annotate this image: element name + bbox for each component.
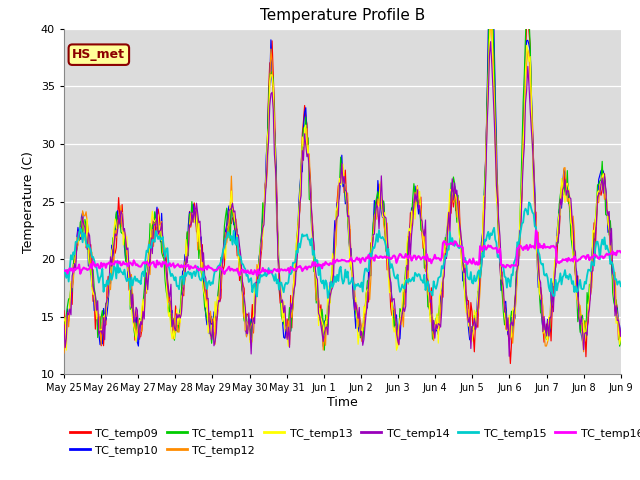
TC_temp14 bbox=[399, 309, 406, 315]
Legend: TC_temp09, TC_temp10, TC_temp11, TC_temp12, TC_temp13, TC_temp14, TC_temp15, TC_: TC_temp09, TC_temp10, TC_temp11, TC_temp… bbox=[70, 428, 640, 456]
TC_temp13 bbox=[568, 224, 576, 229]
Text: HS_met: HS_met bbox=[72, 48, 125, 61]
TC_temp09 bbox=[506, 360, 514, 366]
TC_temp12 bbox=[295, 214, 303, 219]
TC_temp16 bbox=[617, 249, 625, 255]
TC_temp13 bbox=[392, 348, 400, 353]
TC_temp12 bbox=[567, 204, 575, 210]
TC_temp10 bbox=[617, 336, 625, 341]
TC_temp15 bbox=[60, 266, 68, 272]
TC_temp14 bbox=[487, 39, 495, 45]
TC_temp14 bbox=[372, 211, 380, 217]
TC_temp12 bbox=[617, 336, 625, 342]
TC_temp16 bbox=[373, 253, 381, 259]
TC_temp09 bbox=[295, 225, 303, 231]
TC_temp15 bbox=[373, 231, 381, 237]
TC_temp11 bbox=[295, 210, 303, 216]
TC_temp15 bbox=[399, 285, 407, 290]
Line: TC_temp09: TC_temp09 bbox=[64, 0, 621, 363]
TC_temp12 bbox=[399, 312, 406, 317]
TC_temp12 bbox=[469, 331, 477, 336]
TC_temp10 bbox=[568, 231, 576, 237]
Title: Temperature Profile B: Temperature Profile B bbox=[260, 9, 425, 24]
TC_temp10 bbox=[60, 315, 68, 321]
Line: TC_temp16: TC_temp16 bbox=[64, 230, 621, 276]
TC_temp10 bbox=[295, 200, 303, 205]
TC_temp10 bbox=[373, 214, 381, 219]
TC_temp09 bbox=[568, 221, 576, 227]
Line: TC_temp10: TC_temp10 bbox=[64, 0, 621, 346]
TC_temp13 bbox=[372, 216, 380, 222]
TC_temp12 bbox=[372, 210, 380, 216]
TC_temp09 bbox=[60, 308, 68, 313]
TC_temp13 bbox=[617, 334, 625, 340]
TC_temp15 bbox=[525, 200, 533, 205]
TC_temp16 bbox=[296, 263, 304, 269]
Line: TC_temp11: TC_temp11 bbox=[64, 0, 621, 350]
Line: TC_temp13: TC_temp13 bbox=[64, 13, 621, 350]
TC_temp10 bbox=[234, 227, 241, 232]
TC_temp11 bbox=[60, 321, 68, 326]
TC_temp15 bbox=[617, 283, 625, 289]
TC_temp16 bbox=[470, 260, 478, 265]
TC_temp13 bbox=[234, 236, 241, 242]
TC_temp14 bbox=[469, 323, 477, 328]
TC_temp13 bbox=[470, 308, 478, 313]
TC_temp10 bbox=[319, 343, 327, 349]
X-axis label: Time: Time bbox=[327, 396, 358, 409]
TC_temp13 bbox=[399, 284, 407, 289]
TC_temp09 bbox=[617, 341, 625, 347]
TC_temp11 bbox=[234, 245, 241, 251]
TC_temp16 bbox=[399, 254, 407, 260]
TC_temp12 bbox=[60, 350, 68, 356]
TC_temp11 bbox=[470, 312, 478, 318]
TC_temp16 bbox=[532, 228, 540, 233]
TC_temp14 bbox=[60, 322, 68, 328]
TC_temp13 bbox=[487, 10, 495, 16]
TC_temp15 bbox=[470, 273, 478, 278]
Line: TC_temp15: TC_temp15 bbox=[64, 203, 621, 298]
TC_temp14 bbox=[617, 334, 625, 339]
TC_temp14 bbox=[506, 353, 513, 359]
TC_temp15 bbox=[234, 235, 241, 240]
TC_temp15 bbox=[568, 281, 576, 287]
TC_temp10 bbox=[470, 326, 478, 332]
TC_temp14 bbox=[568, 213, 576, 219]
TC_temp12 bbox=[234, 228, 241, 234]
TC_temp16 bbox=[568, 256, 576, 262]
Line: TC_temp12: TC_temp12 bbox=[64, 26, 621, 353]
TC_temp16 bbox=[60, 267, 68, 273]
TC_temp16 bbox=[234, 266, 241, 272]
TC_temp11 bbox=[321, 347, 328, 353]
TC_temp16 bbox=[253, 273, 261, 278]
TC_temp11 bbox=[617, 338, 625, 344]
TC_temp14 bbox=[295, 228, 303, 233]
TC_temp12 bbox=[487, 23, 495, 29]
TC_temp09 bbox=[469, 331, 477, 336]
TC_temp09 bbox=[234, 253, 241, 259]
TC_temp13 bbox=[295, 209, 303, 215]
TC_temp11 bbox=[373, 194, 381, 200]
TC_temp09 bbox=[372, 216, 380, 221]
TC_temp10 bbox=[399, 301, 407, 307]
Y-axis label: Temperature (C): Temperature (C) bbox=[22, 151, 35, 252]
TC_temp11 bbox=[399, 298, 407, 303]
TC_temp09 bbox=[399, 312, 406, 318]
Line: TC_temp14: TC_temp14 bbox=[64, 42, 621, 356]
TC_temp15 bbox=[295, 240, 303, 246]
TC_temp14 bbox=[234, 232, 241, 238]
TC_temp11 bbox=[568, 242, 576, 248]
TC_temp15 bbox=[324, 295, 332, 301]
TC_temp13 bbox=[60, 318, 68, 324]
